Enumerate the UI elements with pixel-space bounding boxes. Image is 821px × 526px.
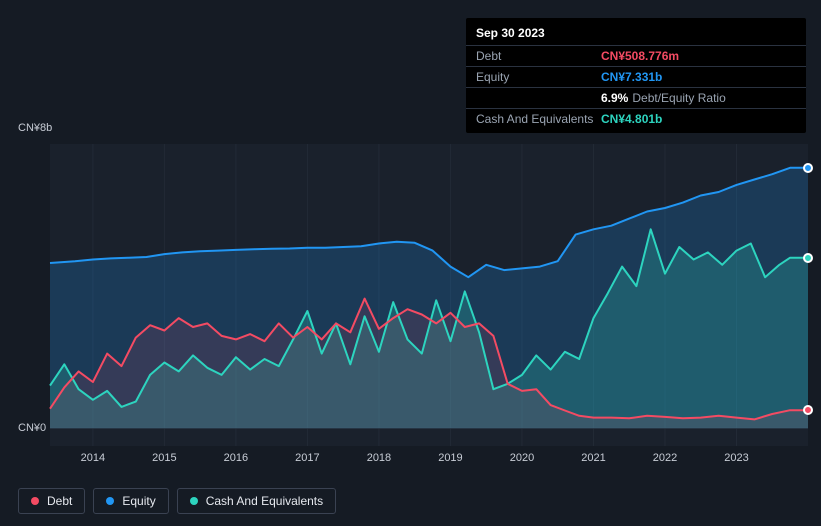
tooltip-row-label: Debt bbox=[476, 49, 601, 63]
legend-item-label: Cash And Equivalents bbox=[206, 494, 323, 508]
chart-plot-area[interactable] bbox=[50, 144, 808, 446]
legend-item[interactable]: Equity bbox=[93, 488, 168, 514]
legend-item-label: Equity bbox=[122, 494, 155, 508]
legend-dot-icon bbox=[106, 497, 114, 505]
tooltip-row-value: 6.9%Debt/Equity Ratio bbox=[601, 91, 726, 105]
tooltip-row: DebtCN¥508.776m bbox=[466, 45, 806, 66]
y-axis-label-bottom: CN¥0 bbox=[18, 422, 46, 434]
y-axis-label-top: CN¥8b bbox=[18, 122, 52, 134]
x-axis-tick-label: 2023 bbox=[724, 452, 748, 464]
legend-item[interactable]: Debt bbox=[18, 488, 85, 514]
chart-tooltip: Sep 30 2023 DebtCN¥508.776mEquityCN¥7.33… bbox=[466, 18, 806, 133]
x-axis-tick-label: 2022 bbox=[653, 452, 677, 464]
tooltip-row-label: Equity bbox=[476, 70, 601, 84]
series-end-marker bbox=[803, 163, 813, 173]
series-end-marker bbox=[803, 253, 813, 263]
tooltip-row-value: CN¥7.331b bbox=[601, 70, 662, 84]
tooltip-row-suffix: Debt/Equity Ratio bbox=[632, 91, 725, 105]
legend-dot-icon bbox=[190, 497, 198, 505]
x-axis-labels: 2014 2015 2016 2017 2018 2019 2020 2021 2022 2023 bbox=[50, 452, 808, 468]
tooltip-row-value: CN¥508.776m bbox=[601, 49, 679, 63]
chart-legend: Debt Equity Cash And Equivalents bbox=[18, 488, 336, 514]
legend-dot-icon bbox=[31, 497, 39, 505]
tooltip-row: EquityCN¥7.331b bbox=[466, 66, 806, 87]
x-axis-tick-label: 2014 bbox=[81, 452, 105, 464]
tooltip-date: Sep 30 2023 bbox=[466, 24, 806, 45]
legend-item[interactable]: Cash And Equivalents bbox=[177, 488, 336, 514]
chart-container: CN¥8b CN¥0 2014 2015 2016 2017 2018 2019 2020 2… bbox=[18, 122, 808, 462]
x-axis-tick-label: 2016 bbox=[224, 452, 248, 464]
x-axis-tick-label: 2020 bbox=[510, 452, 534, 464]
tooltip-row: 6.9%Debt/Equity Ratio bbox=[466, 87, 806, 108]
x-axis-tick-label: 2018 bbox=[367, 452, 391, 464]
x-axis-tick-label: 2015 bbox=[152, 452, 176, 464]
x-axis-tick-label: 2019 bbox=[438, 452, 462, 464]
x-axis-tick-label: 2021 bbox=[581, 452, 605, 464]
legend-item-label: Debt bbox=[47, 494, 72, 508]
series-end-marker bbox=[803, 405, 813, 415]
x-axis-tick-label: 2017 bbox=[295, 452, 319, 464]
